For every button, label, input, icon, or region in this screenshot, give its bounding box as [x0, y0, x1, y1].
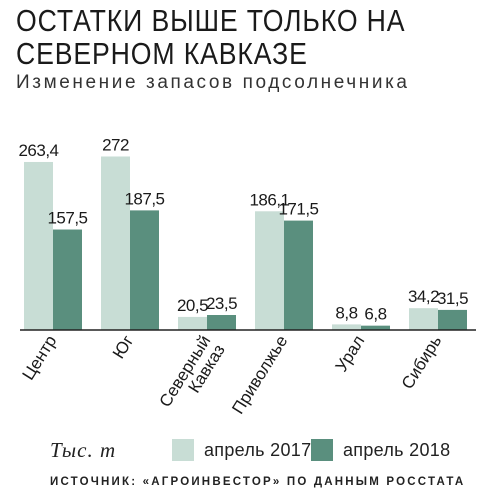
category-label-4: Урал	[332, 332, 369, 375]
bar-2017-1	[101, 156, 130, 330]
bar-2017-5	[409, 308, 438, 330]
bar-2018-0	[53, 229, 82, 330]
category-label-2: СеверныйКавказ	[156, 332, 229, 420]
bar-2018-1	[130, 210, 159, 330]
data-label-2017-5: 34,2	[408, 287, 439, 306]
data-label-2017-1: 272	[102, 135, 129, 154]
legend-item-2018: апрель 2018	[311, 439, 450, 461]
data-label-2017-3: 186,1	[249, 190, 289, 209]
data-label-2018-2: 23,5	[206, 294, 237, 313]
data-label-2017-4: 8,8	[335, 303, 357, 322]
chart-title: ОСТАТКИ ВЫШЕ ТОЛЬКО НА СЕВЕРНОМ КАВКАЗЕ	[16, 3, 406, 71]
legend-swatch-2017	[172, 439, 194, 461]
legend-swatch-2018	[311, 439, 333, 461]
unit-label: Тыс. т	[50, 438, 117, 462]
legend-item-2017: апрель 2017	[172, 439, 311, 461]
chart-subtitle: Изменение запасов подсолнечника	[16, 72, 410, 93]
data-label-2018-1: 187,5	[124, 189, 164, 208]
bar-2018-3	[284, 220, 313, 330]
data-label-2018-5: 31,5	[437, 289, 468, 308]
bar-2018-5	[438, 309, 467, 330]
category-label-5: Сибирь	[398, 332, 446, 392]
bar-2017-3	[255, 211, 284, 330]
bar-2017-4	[332, 324, 361, 330]
category-label-1: Юг	[109, 332, 137, 362]
data-label-2018-0: 157,5	[47, 209, 87, 228]
data-label-2017-0: 263,4	[18, 141, 58, 160]
source-note: ИСТОЧНИК: «АГРОИНВЕСТОР» ПО ДАННЫМ РОССТ…	[50, 476, 466, 488]
bar-2018-2	[207, 315, 236, 330]
data-label-2018-4: 6,8	[364, 305, 386, 324]
bar-2018-4	[361, 325, 390, 330]
bar-2017-2	[178, 316, 207, 330]
bar-2017-0	[24, 161, 53, 330]
bar-chart: 263,4 157,5 Центр 272 187,5 Юг 20,523,5 Северны…	[18, 135, 476, 420]
data-label-2018-3: 171,5	[278, 200, 318, 219]
legend: Тыс. т апрель 2017 апрель 2018	[0, 434, 499, 468]
legend-label-2018: апрель 2018	[343, 439, 451, 460]
data-label-2017-2: 20,5	[177, 296, 208, 315]
category-label-3: Приволжье	[228, 332, 291, 417]
legend-label-2017: апрель 2017	[204, 439, 312, 460]
category-label-0: Центр	[18, 332, 60, 383]
